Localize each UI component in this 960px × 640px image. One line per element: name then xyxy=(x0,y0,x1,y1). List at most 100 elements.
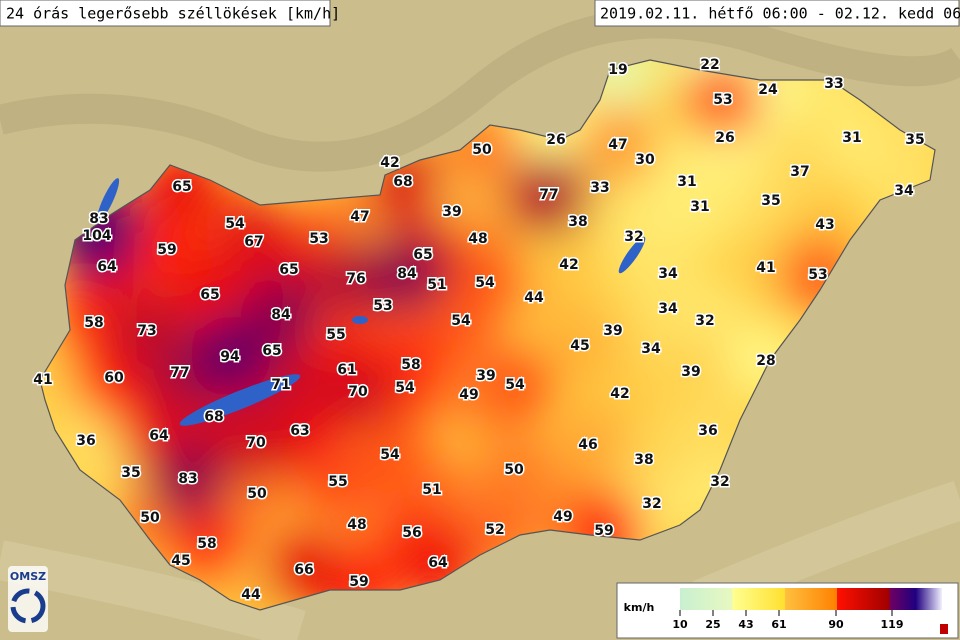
station-value: 51 xyxy=(422,482,441,498)
station-value: 50 xyxy=(247,486,267,502)
station-value: 65 xyxy=(279,262,298,278)
station-value: 83 xyxy=(178,471,197,487)
station-value: 22 xyxy=(700,57,719,73)
station-value: 59 xyxy=(594,523,613,539)
wind-area xyxy=(318,352,398,432)
station-value: 39 xyxy=(442,204,461,220)
wind-area xyxy=(190,317,270,397)
station-value: 64 xyxy=(428,555,448,571)
station-value: 51 xyxy=(427,277,446,293)
station-value: 35 xyxy=(905,132,924,148)
station-value: 50 xyxy=(140,510,160,526)
station-value: 77 xyxy=(170,365,189,381)
station-value: 34 xyxy=(658,266,678,282)
station-value: 39 xyxy=(603,323,622,339)
legend-tick-label: 43 xyxy=(738,618,753,631)
lake-balaton xyxy=(179,374,301,426)
station-value: 50 xyxy=(504,462,524,478)
lake-tisza xyxy=(618,236,646,274)
station-value: 31 xyxy=(690,199,709,215)
station-value: 47 xyxy=(608,137,627,153)
station-value: 48 xyxy=(347,517,366,533)
legend-tick-label: 25 xyxy=(705,618,720,631)
station-value: 58 xyxy=(84,315,103,331)
station-value: 73 xyxy=(137,323,156,339)
station-value: 55 xyxy=(326,327,345,343)
station-value: 26 xyxy=(546,132,565,148)
station-value: 66 xyxy=(294,562,313,578)
station-value: 44 xyxy=(241,587,261,603)
station-value: 48 xyxy=(468,231,487,247)
station-value: 49 xyxy=(459,387,478,403)
station-value: 54 xyxy=(395,380,415,396)
legend-tick-label: 61 xyxy=(771,618,786,631)
station-value: 26 xyxy=(715,130,734,146)
station-value: 55 xyxy=(328,474,347,490)
legend-bar xyxy=(680,588,942,610)
station-value: 33 xyxy=(824,76,843,92)
station-value: 54 xyxy=(475,275,495,291)
title-box xyxy=(0,0,331,27)
station-value: 68 xyxy=(393,174,412,190)
station-value: 65 xyxy=(262,343,281,359)
station-value: 32 xyxy=(624,229,643,245)
wind-area xyxy=(578,105,658,185)
station-value: 76 xyxy=(346,271,365,287)
station-value: 59 xyxy=(349,574,368,590)
station-value: 54 xyxy=(451,313,471,329)
station-value: 32 xyxy=(642,496,661,512)
station-value: 104 xyxy=(82,228,111,244)
station-value: 33 xyxy=(590,180,609,196)
wind-area xyxy=(264,530,344,610)
station-value: 94 xyxy=(220,349,240,365)
station-value: 31 xyxy=(677,174,696,190)
wind-area xyxy=(683,60,763,140)
station-value: 34 xyxy=(658,301,678,317)
station-value: 45 xyxy=(570,338,589,354)
station-value: 32 xyxy=(695,313,714,329)
station-value: 60 xyxy=(104,370,124,386)
station-value: 32 xyxy=(710,474,729,490)
station-value: 53 xyxy=(808,267,827,283)
station-value: 47 xyxy=(350,209,369,225)
station-value: 58 xyxy=(401,357,420,373)
station-value: 34 xyxy=(641,341,661,357)
station-value: 70 xyxy=(348,384,368,400)
wind-area xyxy=(475,345,555,425)
station-value: 38 xyxy=(634,452,653,468)
lake-velence xyxy=(352,316,368,324)
station-value: 53 xyxy=(309,231,328,247)
station-value: 39 xyxy=(681,364,700,380)
station-value: 38 xyxy=(568,214,587,230)
wind-area xyxy=(540,306,620,386)
station-value: 41 xyxy=(756,260,775,276)
station-value: 56 xyxy=(402,525,421,541)
station-value: 50 xyxy=(472,142,492,158)
station-value: 61 xyxy=(337,362,356,378)
station-value: 70 xyxy=(246,435,266,451)
station-value: 45 xyxy=(171,553,190,569)
station-value: 65 xyxy=(413,247,432,263)
station-value: 64 xyxy=(149,428,169,444)
station-value: 52 xyxy=(485,522,504,538)
station-value: 44 xyxy=(524,290,544,306)
station-value: 58 xyxy=(197,536,216,552)
station-value: 35 xyxy=(761,193,780,209)
legend-tick-label: 10 xyxy=(672,618,688,631)
station-value: 41 xyxy=(33,372,52,388)
legend-tick-label: 119 xyxy=(881,618,904,631)
station-value: 84 xyxy=(397,266,417,282)
logo-swirl xyxy=(10,588,46,624)
period-box xyxy=(594,0,960,27)
station-value: 64 xyxy=(97,259,117,275)
relief xyxy=(0,8,960,172)
logo: OMSZ xyxy=(8,566,48,632)
station-value: 28 xyxy=(756,353,775,369)
station-value: 19 xyxy=(608,62,627,78)
station-value: 36 xyxy=(698,423,717,439)
station-value: 54 xyxy=(380,447,400,463)
wind-area xyxy=(214,202,294,282)
wind-area xyxy=(367,234,447,314)
station-value: 54 xyxy=(225,216,245,232)
